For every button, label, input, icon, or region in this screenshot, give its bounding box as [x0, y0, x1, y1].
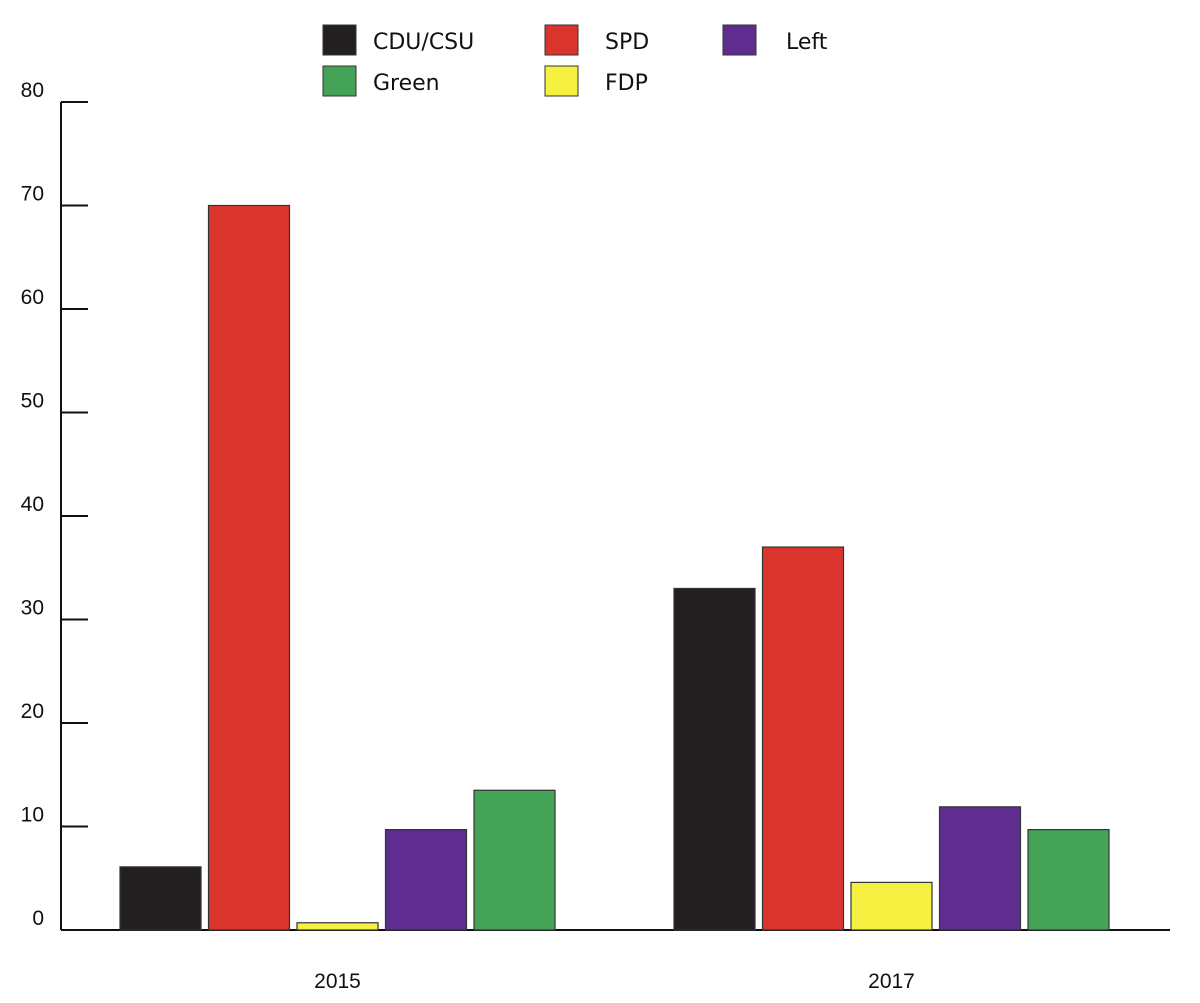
bar-fdp-2015	[296, 922, 379, 931]
legend-label-left: Left	[786, 30, 828, 55]
bar-left-2015	[384, 829, 468, 931]
legend-swatch-cdu-csu	[322, 24, 357, 56]
legend-swatch-left	[722, 24, 757, 56]
bar-green-2015	[473, 789, 556, 931]
x-category-label-2017: 2017	[868, 970, 915, 993]
bar-cdu-csu-2017	[673, 587, 756, 931]
legend-label-cdu-csu: CDU/CSU	[373, 30, 474, 55]
y-tick-label-80: 80	[21, 79, 44, 102]
bar-fdp-2017	[850, 881, 933, 931]
y-tick-label-30: 30	[21, 597, 44, 620]
y-axis: 0 10 20 30 40 50 60 70 80	[21, 79, 88, 931]
y-tick-label-20: 20	[21, 700, 44, 723]
bar-cdu-csu-2015	[119, 866, 202, 931]
legend-label-fdp: FDP	[605, 71, 648, 96]
bar-spd-2017	[761, 546, 845, 931]
y-tick-label-50: 50	[21, 390, 44, 413]
y-tick-label-40: 40	[21, 493, 44, 516]
bar-left-2017	[938, 806, 1022, 931]
y-tick-label-70: 70	[21, 183, 44, 206]
x-axis: 2015 2017	[61, 929, 1170, 993]
legend-swatch-spd	[544, 24, 579, 56]
y-tick-label-60: 60	[21, 286, 44, 309]
y-tick-label-10: 10	[21, 804, 44, 827]
legend: CDU/CSU SPD Left Green FDP	[322, 24, 828, 97]
bar-green-2017	[1027, 829, 1110, 931]
legend-label-green: Green	[373, 71, 440, 96]
x-category-label-2015: 2015	[314, 970, 361, 993]
legend-swatch-green	[322, 65, 357, 97]
y-tick-label-0: 0	[32, 907, 44, 930]
bar-spd-2015	[207, 204, 291, 931]
legend-label-spd: SPD	[605, 30, 649, 55]
bars	[119, 204, 1110, 931]
legend-swatch-fdp	[544, 65, 579, 97]
